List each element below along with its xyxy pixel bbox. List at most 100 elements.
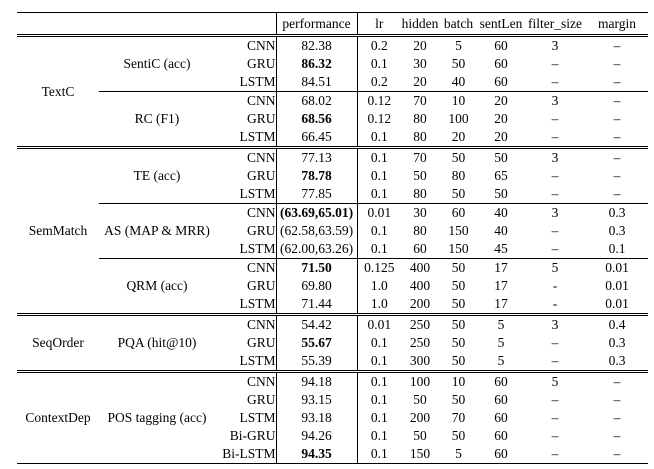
model-label: CNN — [215, 370, 277, 391]
param-filter-size-value: 3 — [524, 313, 587, 334]
model-label: CNN — [215, 203, 277, 222]
param-margin-value: 0.3 — [608, 335, 626, 350]
col-header-sentlen: sentLen — [478, 12, 525, 37]
param-hidden-value: 400 — [409, 278, 431, 293]
header-row: performance lr hidden batch sentLen filt… — [17, 12, 649, 37]
param-hidden-value: 150 — [409, 446, 431, 461]
param-filter-size-value: – — [551, 168, 559, 183]
table-row: LSTM (62.00,63.26) 0.1 60 150 45 – 0.1 — [17, 240, 648, 259]
param-hidden-value: 200 — [409, 410, 431, 425]
param-margin-value: – — [586, 146, 649, 167]
param-sentlen-value: 20 — [494, 111, 508, 126]
param-margin-value: 0.1 — [608, 241, 626, 256]
param-batch-value: 40 — [451, 74, 466, 89]
param-hidden-value: 250 — [409, 335, 431, 350]
param-lr-value: 0.1 — [370, 392, 388, 407]
param-batch-value: 10 — [439, 370, 479, 391]
param-filter-size-value: – — [551, 335, 559, 350]
param-lr-value: 0.1 — [370, 428, 388, 443]
col-header-margin: margin — [586, 12, 649, 37]
performance-value: 93.18 — [276, 409, 358, 427]
performance-value: 78.78 — [276, 167, 358, 185]
model-label: CNN — [215, 35, 277, 55]
param-sentlen-value: 5 — [497, 335, 505, 350]
param-hidden-value: 20 — [413, 74, 427, 89]
param-margin-value: – — [613, 111, 621, 126]
param-margin-value: 0.01 — [605, 278, 629, 293]
header-empty-cell — [17, 12, 277, 37]
task-label: POS tagging (acc) — [99, 370, 215, 464]
param-filter-size-value: – — [551, 74, 559, 89]
param-margin-value: – — [613, 410, 621, 425]
param-lr-value: 0.1 — [370, 129, 388, 144]
col-header-hidden: hidden — [401, 12, 440, 37]
performance-value: 77.13 — [276, 146, 358, 167]
param-filter-size-value: – — [551, 241, 559, 256]
param-lr-value: 0.1 — [357, 146, 402, 167]
param-lr-value: 0.1 — [370, 410, 388, 425]
param-margin-value: 0.4 — [586, 313, 649, 334]
model-label: Bi-LSTM — [215, 445, 277, 464]
param-margin-value: 0.3 — [586, 203, 649, 222]
param-lr-value: 0.2 — [370, 38, 388, 53]
param-filter-size-value: – — [551, 392, 559, 407]
param-filter-size-value: 3 — [524, 91, 587, 110]
param-batch-value: 50 — [451, 56, 466, 71]
param-sentlen-value: 65 — [494, 168, 508, 183]
table-row: GRU 69.80 1.0 400 50 17 - 0.01 — [17, 277, 648, 295]
param-batch-value: 5 — [455, 38, 462, 53]
param-batch-value: 50 — [439, 313, 479, 334]
param-batch-value: 70 — [451, 410, 466, 425]
param-batch-value: 10 — [439, 91, 479, 110]
model-label: GRU — [215, 110, 277, 128]
param-lr-value: 0.125 — [357, 258, 402, 277]
param-sentlen-value: 40 — [494, 223, 508, 238]
param-lr-value: 0.1 — [370, 223, 388, 238]
param-sentlen-value: 20 — [494, 129, 508, 144]
model-label: GRU — [215, 222, 277, 240]
table-row: QRM (acc) CNN 71.50 0.125 400 50 17 5 0.01 — [17, 258, 649, 315]
param-sentlen-value: 40 — [478, 203, 525, 222]
param-filter-size-value: – — [551, 186, 559, 201]
param-sentlen-value: 5 — [478, 313, 525, 334]
param-batch-value: 20 — [451, 129, 466, 144]
param-margin-value: – — [613, 168, 621, 183]
table-row: GRU 93.15 0.1 50 50 60 – – — [17, 391, 648, 409]
param-margin-value: – — [586, 91, 649, 110]
param-sentlen-value: 45 — [494, 241, 508, 256]
param-batch-value: 50 — [451, 335, 466, 350]
param-hidden-value: 100 — [401, 370, 440, 391]
param-sentlen-value: 60 — [494, 74, 508, 89]
performance-value: 55.39 — [276, 352, 358, 372]
param-batch-value: 100 — [448, 111, 469, 126]
col-header-performance: performance — [276, 12, 358, 37]
model-label: LSTM — [215, 352, 277, 372]
param-batch-value: 60 — [439, 203, 479, 222]
task-label: RC (F1) — [99, 91, 215, 148]
table-row: LSTM 71.44 1.0 200 50 17 - 0.01 — [17, 295, 648, 315]
param-batch-value: 50 — [451, 296, 466, 311]
param-batch-value: 150 — [448, 241, 469, 256]
model-label: LSTM — [215, 295, 277, 315]
category-label: SeqOrder — [17, 313, 99, 372]
param-margin-value: 0.01 — [605, 296, 629, 311]
performance-value: 55.67 — [276, 334, 358, 352]
param-hidden-value: 80 — [413, 129, 427, 144]
param-filter-size-value: – — [551, 129, 559, 144]
param-sentlen-value: 60 — [494, 56, 508, 71]
param-hidden-value: 60 — [413, 241, 427, 256]
model-label: LSTM — [215, 128, 277, 148]
param-filter-size-value: 5 — [524, 370, 587, 391]
param-lr-value: 0.01 — [357, 203, 402, 222]
model-label: LSTM — [215, 409, 277, 427]
param-margin-value: 0.3 — [608, 223, 626, 238]
param-margin-value: – — [613, 186, 621, 201]
param-sentlen-value: 50 — [494, 186, 508, 201]
performance-value: 86.32 — [276, 55, 358, 73]
task-label: PQA (hit@10) — [99, 313, 215, 372]
param-sentlen-value: 17 — [494, 296, 508, 311]
param-margin-value: – — [613, 38, 621, 53]
param-hidden-value: 50 — [413, 428, 427, 443]
param-margin-value: – — [613, 74, 621, 89]
param-batch-value: 150 — [448, 223, 469, 238]
